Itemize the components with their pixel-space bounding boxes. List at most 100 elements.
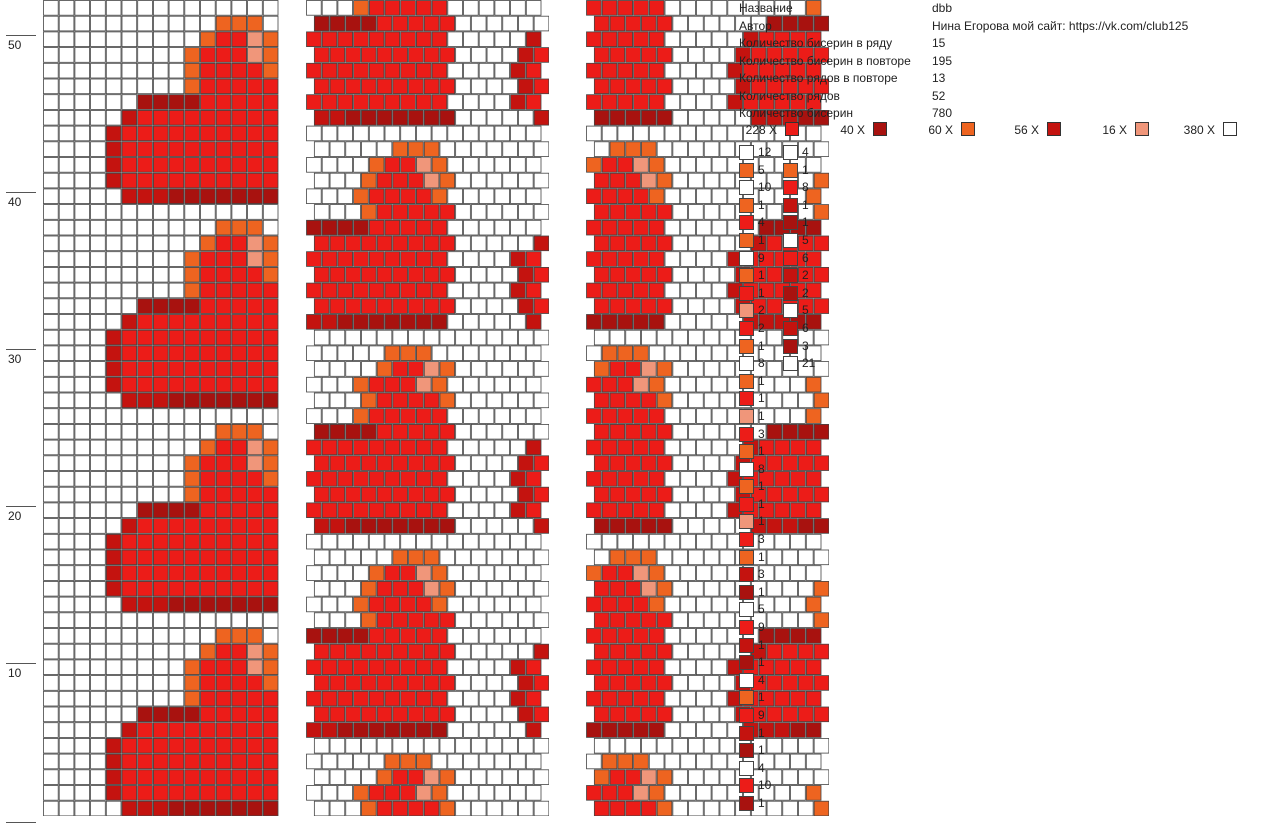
bead-cell <box>184 439 200 456</box>
color-swatch <box>739 690 754 706</box>
bead-cell <box>337 62 353 79</box>
bead-cell <box>121 596 138 613</box>
bead-cell <box>664 31 681 47</box>
bead-cell <box>337 439 353 456</box>
color-swatch <box>785 122 799 136</box>
bead-cell <box>703 581 720 597</box>
bead-cell <box>90 596 106 613</box>
bead-cell <box>43 706 59 723</box>
bead-cell <box>58 612 75 628</box>
bead-cell <box>672 518 688 534</box>
bead-cell <box>672 706 688 723</box>
bead-cell <box>790 471 806 487</box>
sequence-count: 10 <box>758 778 772 793</box>
bead-cell <box>680 188 696 204</box>
bead-cell <box>408 78 424 95</box>
bead-cell <box>447 785 463 801</box>
bead-cell <box>719 612 736 628</box>
bead-cell <box>74 47 90 63</box>
bead-cell <box>105 94 122 110</box>
bead-cell <box>656 392 673 409</box>
bead-cell <box>680 251 696 267</box>
bead-cell <box>215 219 232 236</box>
bead-cell <box>337 0 353 16</box>
bead-cell <box>58 62 75 79</box>
bead-cell <box>105 298 122 314</box>
bead-cell <box>533 549 550 566</box>
bead-cell <box>392 266 408 283</box>
bead-cell <box>262 455 279 471</box>
bead-cell <box>510 565 526 581</box>
bead-cell <box>247 565 263 581</box>
bead-cell <box>321 785 338 801</box>
bead-cell <box>711 125 728 142</box>
bead-cell <box>58 314 75 330</box>
bead-cell <box>664 314 681 330</box>
bead-cell <box>361 581 377 597</box>
bead-cell <box>368 157 385 173</box>
bead-cell <box>470 172 487 189</box>
bead-cell <box>798 455 814 471</box>
bead-cell <box>593 769 610 785</box>
bead-cell <box>593 204 610 220</box>
bead-cell <box>43 800 59 817</box>
bead-cell <box>798 486 814 503</box>
bead-cell <box>345 15 361 32</box>
color-total: 40 X <box>739 122 887 139</box>
bead-cell <box>43 769 59 785</box>
bead-cell <box>58 690 75 707</box>
bead-cell <box>518 423 534 440</box>
bead-cell <box>43 675 59 691</box>
bead-cell <box>617 502 633 518</box>
bead-cell <box>463 314 479 330</box>
bead-cell <box>90 392 106 409</box>
bead-cell <box>262 753 279 770</box>
bead-cell <box>431 314 448 330</box>
bead-cell <box>153 314 169 330</box>
bead-cell <box>672 612 688 628</box>
bead-cell <box>455 549 471 566</box>
bead-cell <box>43 471 59 487</box>
sequence-count: 5 <box>802 232 809 247</box>
bead-cell <box>105 738 122 754</box>
bead-cell <box>247 439 263 456</box>
bead-cell <box>105 376 122 393</box>
info-repeat-beads-value: 195 <box>932 53 953 68</box>
bead-cell <box>790 0 806 16</box>
bead-cell <box>74 392 90 409</box>
bead-cell <box>184 612 200 628</box>
bead-cell <box>215 188 232 204</box>
bead-cell <box>486 235 503 252</box>
bead-cell <box>813 769 830 785</box>
bead-cell <box>766 455 783 471</box>
bead-cell <box>648 125 665 142</box>
bead-cell <box>502 392 518 409</box>
bead-cell <box>601 94 618 110</box>
bead-cell <box>353 219 369 236</box>
bead-cell <box>200 753 216 770</box>
bead-cell <box>641 15 657 32</box>
bead-cell <box>215 125 232 142</box>
sequence-count: 4 <box>758 760 765 775</box>
bead-cell <box>345 612 361 628</box>
bead-cell <box>105 502 122 518</box>
bead-cell <box>376 518 393 534</box>
bead-cell <box>200 204 216 220</box>
bead-cell <box>586 376 602 393</box>
bead-cell <box>200 659 216 676</box>
bead-cell <box>416 502 432 518</box>
bead-cell <box>90 800 106 817</box>
bead-cell <box>321 690 338 707</box>
bead-cell <box>184 172 200 189</box>
bead-cell <box>633 471 649 487</box>
bead-cell <box>470 423 487 440</box>
bead-cell <box>758 533 775 550</box>
bead-cell <box>153 172 169 189</box>
bead-cell <box>518 675 534 691</box>
bead-cell <box>313 518 330 534</box>
bead-cell <box>184 565 200 581</box>
bead-cell <box>688 235 704 252</box>
bead-cell <box>648 565 665 581</box>
bead-cell <box>533 141 550 157</box>
bead-cell <box>774 439 790 456</box>
